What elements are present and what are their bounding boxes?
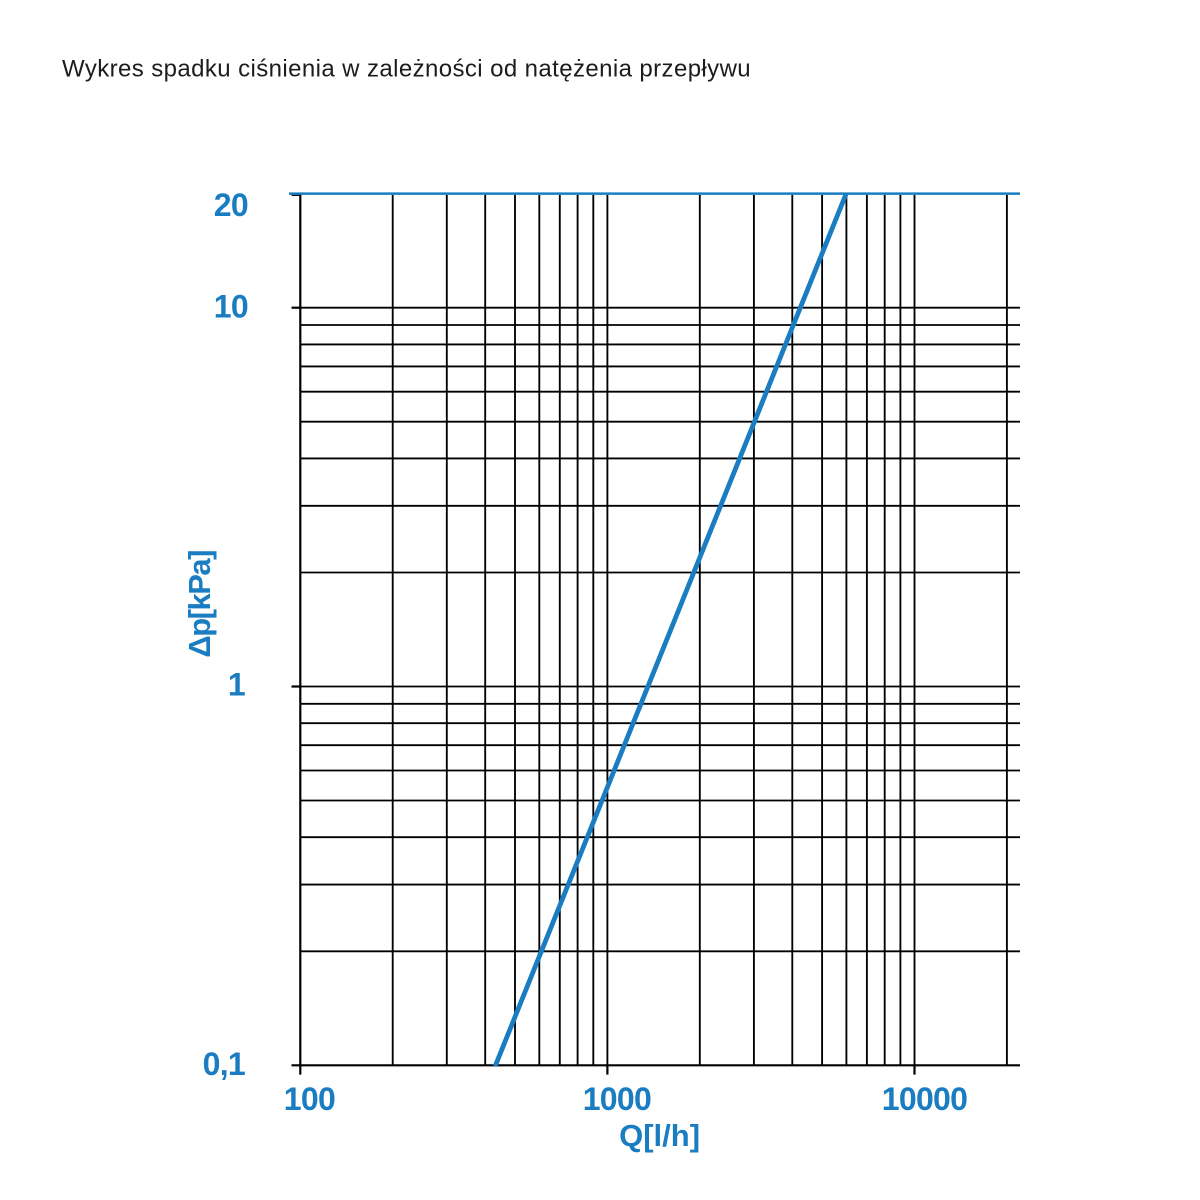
svg-text:1000: 1000 bbox=[583, 1081, 651, 1117]
svg-text:Δp[kPa]: Δp[kPa] bbox=[182, 551, 217, 658]
svg-text:20: 20 bbox=[214, 187, 248, 223]
svg-text:0,1: 0,1 bbox=[203, 1046, 245, 1082]
svg-text:Q[l/h]: Q[l/h] bbox=[619, 1118, 700, 1153]
svg-text:10: 10 bbox=[214, 289, 248, 325]
svg-text:100: 100 bbox=[284, 1081, 335, 1117]
svg-text:Wykres spadku ciśnienia w zale: Wykres spadku ciśnienia w zależności od … bbox=[62, 56, 751, 83]
svg-text:10000: 10000 bbox=[882, 1081, 968, 1117]
svg-text:1: 1 bbox=[228, 667, 245, 703]
